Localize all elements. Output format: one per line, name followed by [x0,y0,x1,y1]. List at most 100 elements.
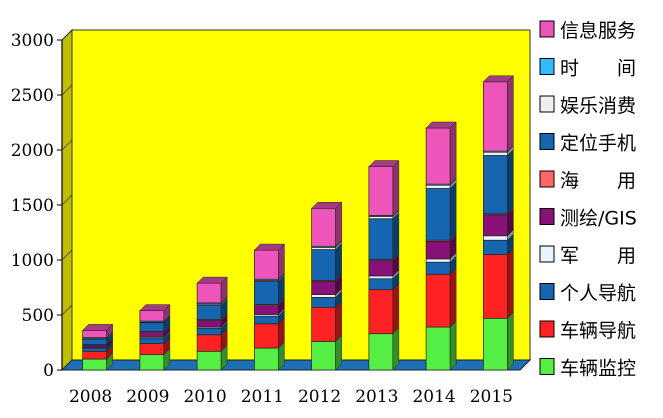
bar-segment [139,337,165,344]
bar-segment-side [335,300,342,343]
bar-segment [196,282,222,304]
bars [82,75,514,371]
bar-segment [196,327,222,336]
legend-swatch [539,208,555,225]
floor [60,359,532,371]
bar-segment-side [449,320,457,371]
bar-segment [425,273,451,328]
bar-segment [139,310,165,322]
bar-segment-side [392,212,400,261]
legend-swatch [539,58,555,75]
legend-label: 测绘/GIS [560,208,637,230]
bar-segment [311,341,336,371]
bar-segment [311,294,336,298]
legend-swatch [539,358,555,375]
bar-segment [425,188,451,241]
bar-segment [425,326,451,371]
bar-segment [254,305,279,315]
bar-segment [368,218,394,260]
bar-segment [483,254,508,319]
bar-segment [139,322,165,332]
bar-segment [425,184,451,189]
bar-segment [139,343,165,355]
bar-segment [483,235,508,241]
bar-top [253,243,285,251]
bar-segment-side [507,247,514,319]
bar-stack-2015 [482,75,514,371]
bar-segment [311,207,336,247]
bar-segment [254,281,279,305]
y-tick-label: 3000 [11,31,54,51]
bar-top [82,324,114,331]
bar-segment [82,358,107,371]
bar-segment [196,334,222,352]
bar-segment-side [392,327,400,371]
bar-segment [368,289,394,335]
x-tick-label: 2015 [470,387,513,407]
bar-segment [368,275,394,280]
bar-segment-side [335,242,342,281]
bar-segment [483,151,508,156]
bar-segment [311,306,336,342]
bar-segment [368,260,394,277]
bar-segment [483,155,508,215]
bar-segment-side [392,283,400,335]
y-tick-slant [61,249,73,261]
bar-segment [311,249,336,281]
y-tick-slant [61,84,73,96]
bar-segment [82,330,107,338]
bar-stack-2014 [425,121,457,371]
bar-segment [425,258,451,263]
bar-segment [425,127,451,185]
bar-segment-side [449,267,457,328]
x-tick-label: 2011 [241,387,284,407]
bar-top [368,160,400,167]
legend-label: 个人导航 [560,283,636,305]
legend-swatch [539,20,555,38]
bar-stack-2008 [82,323,114,371]
legend-swatch [539,170,555,188]
legend-label: 信息服务 [560,20,636,42]
bar-segment [254,315,279,325]
bar-top [196,276,228,284]
legend-label: 定位手机 [560,133,636,155]
legend-label: 时 间 [560,58,636,80]
bar-segment [139,354,165,371]
bar-segment [483,317,508,371]
bar-segment [254,249,279,280]
bar-segment [139,332,165,338]
bar-segment [82,350,107,360]
y-tick-slant [61,304,73,316]
y-tick-label: 1500 [11,196,54,216]
y-tick-slant [61,359,73,371]
y-tick-label: 0 [43,361,54,381]
bar-segment [311,281,336,296]
legend-swatch [539,133,555,150]
bar-stack-2009 [139,303,171,371]
bar-segment-side [507,148,514,215]
legend-label: 车辆监控 [560,358,636,380]
bar-top [311,202,343,209]
bar-segment [483,81,508,152]
bar-top [482,75,514,83]
y-tick-label: 2500 [11,86,54,106]
bar-segment [425,261,451,275]
bar-segment [196,320,222,328]
legend-label: 军 用 [560,245,636,267]
bar-segment-side [507,75,514,152]
legend-label: 车辆导航 [560,320,636,342]
bar-segment [425,240,451,260]
legend-label: 娱乐消费 [560,95,636,117]
legend-swatch [539,320,555,338]
bar-segment [196,350,222,371]
bar-segment [196,304,222,320]
bar-segment-side [335,201,342,247]
bar-stack-2010 [196,276,228,371]
x-tick-label: 2010 [183,387,226,407]
bar-segment [483,214,508,237]
bar-top [425,121,457,129]
x-tick-label: 2014 [412,387,455,407]
bar-segment-side [392,159,400,217]
legend-swatch [539,245,555,263]
